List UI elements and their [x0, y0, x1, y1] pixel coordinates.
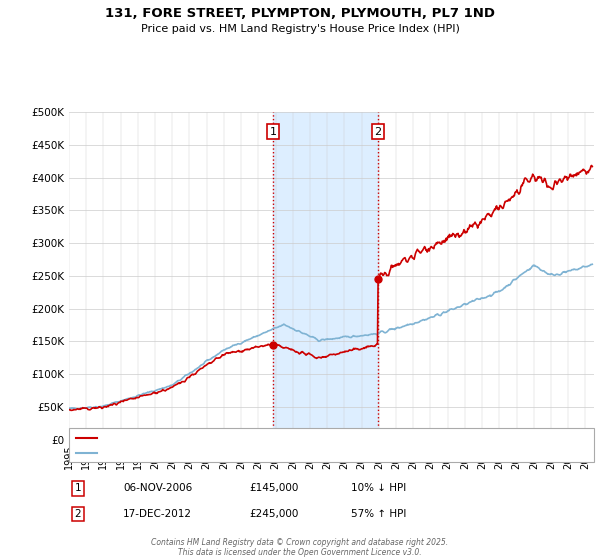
Text: 131, FORE STREET, PLYMPTON, PLYMOUTH, PL7 1ND (semi-detached house): 131, FORE STREET, PLYMPTON, PLYMOUTH, PL… [101, 433, 461, 442]
Text: Price paid vs. HM Land Registry's House Price Index (HPI): Price paid vs. HM Land Registry's House … [140, 24, 460, 34]
Text: 57% ↑ HPI: 57% ↑ HPI [351, 509, 406, 519]
Text: 10% ↓ HPI: 10% ↓ HPI [351, 483, 406, 493]
Text: HPI: Average price, semi-detached house, City of Plymouth: HPI: Average price, semi-detached house,… [101, 448, 382, 457]
Text: 17-DEC-2012: 17-DEC-2012 [123, 509, 192, 519]
Text: Contains HM Land Registry data © Crown copyright and database right 2025.
This d: Contains HM Land Registry data © Crown c… [151, 538, 449, 557]
Text: 131, FORE STREET, PLYMPTON, PLYMOUTH, PL7 1ND: 131, FORE STREET, PLYMPTON, PLYMOUTH, PL… [105, 7, 495, 20]
Bar [273, 112, 378, 440]
Text: 1: 1 [269, 127, 277, 137]
Text: 2: 2 [374, 127, 382, 137]
Text: 06-NOV-2006: 06-NOV-2006 [123, 483, 192, 493]
Text: 2: 2 [74, 509, 82, 519]
Text: £245,000: £245,000 [249, 509, 298, 519]
Text: 1: 1 [74, 483, 82, 493]
Text: £145,000: £145,000 [249, 483, 298, 493]
